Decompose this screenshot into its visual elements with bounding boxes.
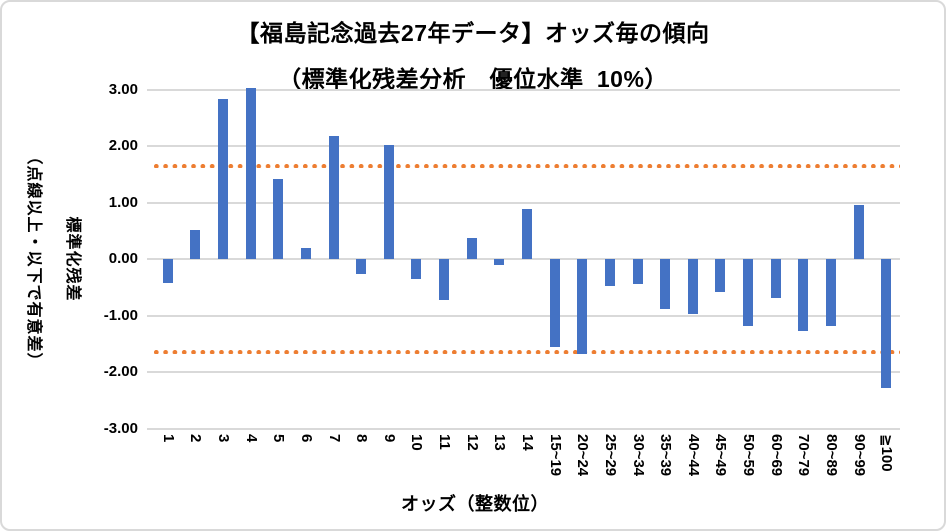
bar — [881, 259, 892, 389]
bar — [218, 99, 229, 259]
y-tick-label: -3.00 — [103, 419, 138, 437]
x-tick-label: 9 — [380, 434, 398, 443]
x-tick-label: 14 — [519, 434, 536, 451]
gridline — [154, 145, 900, 147]
bar — [743, 259, 754, 326]
bar — [190, 230, 201, 259]
bar — [632, 259, 643, 285]
x-tick-label: 60~69 — [767, 434, 785, 477]
bar — [825, 259, 836, 326]
bar — [439, 259, 450, 300]
y-axis-tick — [147, 88, 154, 91]
chart-subtitle: （標準化残差分析 優位水準_10%） — [278, 66, 668, 92]
x-tick-label: 15~19 — [546, 434, 564, 477]
x-tick-label: 25~29 — [601, 434, 619, 477]
bar — [853, 205, 864, 259]
gridline — [154, 88, 900, 91]
y-axis-tick — [147, 427, 154, 430]
y-tick-label: 3.00 — [108, 80, 138, 98]
y-axis-tick — [147, 201, 154, 204]
y-tick-label: 1.00 — [108, 193, 138, 211]
significance-line-upper — [154, 163, 900, 169]
bar — [300, 248, 311, 259]
x-tick-label: 12 — [463, 434, 481, 451]
bar — [494, 259, 505, 266]
x-tick-label: 90~99 — [850, 434, 868, 477]
x-tick-label: 4 — [242, 434, 260, 443]
x-tick-label: 50~59 — [740, 434, 758, 477]
x-tick-label: 20~24 — [574, 434, 592, 477]
x-tick-label: 45~49 — [712, 434, 730, 477]
gridline — [154, 371, 900, 373]
bar — [162, 259, 173, 283]
y-axis-tick — [147, 258, 154, 260]
bar — [411, 259, 422, 279]
x-tick-label: 40~44 — [684, 434, 702, 477]
x-tick-label: 80~89 — [822, 434, 840, 477]
x-tick-label: 10 — [408, 434, 426, 451]
bar — [687, 259, 698, 314]
y-tick-label: 2.00 — [108, 137, 138, 154]
y-axis-tick — [147, 371, 154, 373]
x-tick-label: 70~79 — [795, 434, 813, 477]
gridline — [154, 258, 900, 260]
x-tick-label: 30~34 — [629, 434, 647, 477]
bar — [577, 259, 588, 355]
bar — [356, 259, 367, 274]
bar — [798, 259, 809, 331]
x-tick-label: 35~39 — [657, 434, 675, 477]
significance-line-lower — [154, 349, 900, 355]
gridline — [154, 427, 900, 430]
x-tick-label: 7 — [325, 434, 343, 443]
x-tick-label: 6 — [297, 434, 315, 443]
bar — [466, 237, 477, 259]
bar — [660, 259, 671, 309]
gridline — [154, 314, 900, 317]
x-tick-label: 11 — [436, 434, 454, 450]
chart-title: 【福島記念過去27年データ】オッズ毎の傾向 — [236, 20, 710, 46]
x-tick-label: ≧100 — [878, 434, 896, 472]
y-axis-tick — [147, 145, 154, 147]
x-tick-label: 3 — [215, 434, 233, 443]
y-tick-label: -2.00 — [103, 363, 138, 380]
bar — [770, 259, 781, 298]
bar — [328, 136, 339, 259]
bar — [715, 259, 726, 292]
bar — [604, 259, 615, 286]
gridline — [154, 201, 900, 204]
bar — [549, 259, 560, 348]
x-tick-label: 13 — [491, 434, 509, 451]
bar — [522, 208, 532, 259]
bar — [383, 144, 394, 259]
y-tick-label: 0.00 — [108, 250, 138, 267]
bar — [245, 87, 256, 259]
bar — [273, 178, 284, 259]
x-tick-label: 5 — [270, 434, 288, 443]
x-axis-title: オッズ（整数位） — [401, 494, 549, 514]
y-axis-tick — [147, 314, 154, 317]
x-tick-label: 8 — [353, 434, 371, 443]
x-tick-label: 1 — [159, 434, 177, 443]
x-tick-label: 2 — [187, 434, 205, 443]
y-tick-label: -1.00 — [103, 306, 138, 324]
